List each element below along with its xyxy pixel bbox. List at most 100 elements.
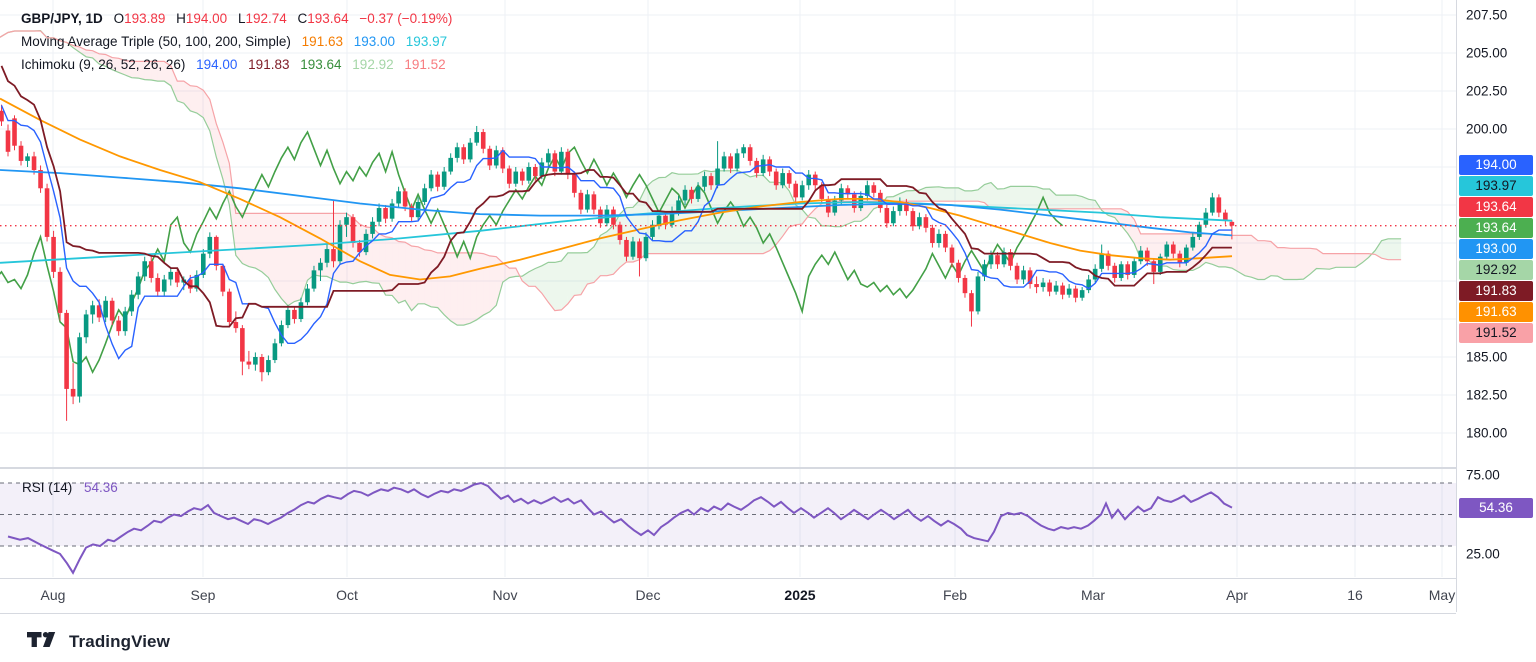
candle-body — [318, 262, 323, 271]
candle-body — [1001, 252, 1007, 265]
candle-body — [155, 277, 161, 292]
candle-body — [454, 147, 460, 158]
candle-body — [1210, 197, 1215, 213]
candle-body — [187, 279, 193, 289]
candle-body — [31, 156, 37, 171]
ichimoku-chikou-line — [0, 130, 1064, 375]
candle-body — [930, 227, 935, 243]
rsi-indicator-title[interactable]: RSI (14) — [22, 480, 73, 495]
ichimoku-cloud — [795, 205, 803, 225]
candle-body — [103, 300, 108, 318]
price-axis-badge: 193.64 — [1459, 197, 1533, 217]
tradingview-watermark[interactable]: TradingView — [27, 632, 170, 652]
ichimoku-cloud — [170, 65, 178, 101]
close-value: 193.64 — [307, 11, 349, 26]
symbol-title[interactable]: GBP/JPY, 1D — [21, 11, 103, 26]
candle-body — [923, 217, 929, 228]
candle-body — [773, 171, 779, 186]
price-axis-label: 180.00 — [1466, 425, 1508, 441]
ichimoku-cloud — [1277, 247, 1284, 280]
candle-body — [148, 261, 154, 278]
price-axis-label: 200.00 — [1466, 121, 1508, 137]
legend-symbol-row[interactable]: GBP/JPY, 1D O193.89 H194.00 L192.74 C193… — [21, 7, 452, 30]
candle-body — [865, 185, 870, 196]
candle-body — [1040, 282, 1046, 288]
candle-body — [630, 241, 636, 257]
candle-body — [734, 153, 740, 169]
candle-body — [786, 173, 792, 184]
ichimoku-cloud — [1251, 235, 1258, 280]
ichimoku-cloud — [359, 224, 367, 283]
ichimoku-cloud — [144, 61, 152, 80]
price-axis-label: 185.00 — [1466, 349, 1508, 365]
ichimoku-cloud — [1264, 240, 1271, 280]
ichimoku-cloud — [743, 173, 751, 254]
candle-body — [702, 176, 707, 187]
candle-body — [663, 215, 668, 225]
ichimoku-kijun-line — [0, 65, 1232, 328]
ichimoku-cloud — [1323, 253, 1330, 270]
price-axis-badge: 193.00 — [1459, 239, 1533, 259]
ichimoku-cloud — [1297, 248, 1304, 280]
candle-body — [77, 337, 82, 397]
candle-body — [572, 174, 577, 193]
ichimoku-cloud — [574, 252, 581, 296]
candle-body — [461, 147, 466, 160]
candle-body — [109, 300, 115, 321]
time-axis[interactable]: Aug Sep Oct Nov Dec 2025 Feb Mar Apr 16 May — [0, 578, 1456, 614]
candle-body — [760, 159, 766, 174]
ichimoku-cloud — [1329, 253, 1336, 270]
candle-body — [819, 185, 825, 199]
ma100-line — [0, 169, 1233, 237]
candle-body — [1125, 264, 1131, 275]
candle-body — [559, 151, 564, 172]
time-axis-label: Sep — [190, 587, 216, 603]
ichimoku-senkou-a-value: 192.92 — [352, 57, 394, 72]
candle-body — [1229, 221, 1235, 226]
main-pane[interactable] — [0, 0, 1456, 467]
ichimoku-cloud — [450, 252, 458, 326]
ichimoku-cloud — [1238, 235, 1245, 276]
time-axis-label: Oct — [336, 587, 358, 603]
legend-ichimoku-row[interactable]: Ichimoku (9, 26, 52, 26, 26) 194.00 191.… — [21, 53, 452, 76]
candle-body — [721, 156, 727, 169]
ichimoku-cloud — [287, 213, 295, 306]
ichimoku-cloud — [1010, 186, 1017, 209]
candle-body — [246, 361, 252, 365]
rsi-legend[interactable]: RSI (14) 54.36 — [22, 480, 118, 495]
candle-body — [266, 360, 271, 373]
candle-body — [949, 247, 955, 263]
tradingview-logo-icon — [27, 632, 56, 647]
candle-body — [409, 206, 414, 218]
candle-body — [1184, 247, 1189, 263]
ma-indicator-title[interactable]: Moving Average Triple (50, 100, 200, Sim… — [21, 34, 291, 49]
ichimoku-indicator-title[interactable]: Ichimoku (9, 26, 52, 26, 26) — [21, 57, 186, 72]
candle-body — [1164, 244, 1170, 257]
ichimoku-cloud — [398, 241, 406, 303]
ichimoku-cloud — [274, 213, 282, 299]
ichimoku-cloud — [945, 187, 952, 202]
ichimoku-cloud — [118, 58, 126, 75]
candle-body — [480, 132, 486, 149]
candle-body — [90, 305, 95, 315]
ichimoku-cloud — [1231, 235, 1239, 272]
ichimoku-cloud — [815, 203, 822, 226]
candle-body — [474, 132, 480, 143]
ichimoku-cloud — [1244, 235, 1252, 278]
rsi-axis-badge: 54.36 — [1459, 498, 1533, 518]
ichimoku-cloud — [268, 213, 275, 290]
rsi-pane[interactable] — [0, 469, 1456, 577]
ichimoku-kijun-value: 191.83 — [248, 57, 290, 72]
candle-body — [396, 191, 401, 204]
ichimoku-cloud — [294, 213, 301, 302]
candle-body — [383, 208, 388, 219]
legend-ma-row[interactable]: Moving Average Triple (50, 100, 200, Sim… — [21, 30, 452, 53]
candle-body — [305, 288, 310, 303]
ichimoku-cloud — [1212, 233, 1219, 267]
price-axis[interactable]: 207.50 205.00 202.50 200.00 185.00 182.50 180.… — [1456, 0, 1536, 612]
candle-body — [897, 201, 903, 212]
candle-body — [832, 200, 838, 213]
tradingview-logo-text: TradingView — [69, 632, 170, 651]
time-axis-label: Aug — [40, 587, 66, 603]
